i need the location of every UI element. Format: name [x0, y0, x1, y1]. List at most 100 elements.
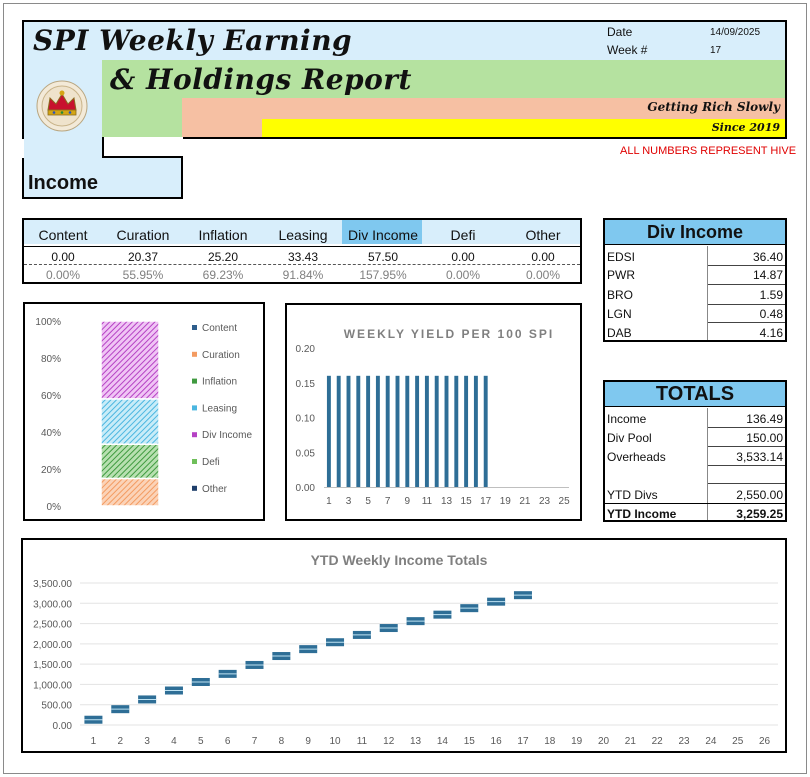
chart3-x-tick: 9: [305, 736, 311, 747]
chart3-x-tick: 16: [491, 736, 503, 747]
chart1-segment-div-income: [100, 320, 160, 400]
chart3-y-tick: 0.00: [53, 721, 73, 732]
chart2-x-tick: 5: [365, 496, 371, 507]
chart1-legend-swatch: [192, 459, 197, 464]
chart3-x-tick: 21: [625, 736, 637, 747]
chart3-y-tick: 500.00: [41, 701, 72, 712]
value-div-income: 57.50: [367, 250, 399, 264]
income-table-header-bg: [24, 220, 580, 244]
col-leasing: Leasing: [278, 227, 328, 243]
div-income-column-highlight: [342, 220, 422, 244]
report-title-line2: & Holdings Report: [110, 63, 412, 96]
totals-label-income: Income: [607, 412, 647, 426]
col-div-income: Div Income: [347, 227, 419, 243]
chart1-legend-swatch: [192, 325, 197, 330]
col-other: Other: [525, 227, 561, 243]
percent-defi: 0.00%: [445, 268, 481, 282]
date-label: Date: [607, 25, 633, 39]
totals-row-line: [605, 503, 785, 504]
chart3-x-tick: 6: [225, 736, 231, 747]
chart2-bar-week-14: [454, 375, 459, 487]
div-value-edsi: 36.40: [752, 250, 783, 264]
chart2-x-tick: 19: [500, 496, 512, 507]
chart3-x-tick: 23: [678, 736, 690, 747]
percent-div-income: 157.95%: [359, 268, 407, 282]
totals-value-ytd-divs: 2,550.00: [736, 488, 783, 502]
chart2-x-tick: 15: [461, 496, 473, 507]
div-row-line: [708, 284, 785, 285]
chart2-bar-week-3: [346, 375, 351, 487]
value-leasing: 33.43: [287, 250, 319, 264]
value-inflation: 25.20: [207, 250, 239, 264]
chart3-x-tick: 25: [732, 736, 744, 747]
chart2-bar-week-5: [366, 375, 371, 487]
totals-row-line: [708, 465, 785, 466]
chart2-x-tick: 1: [326, 496, 332, 507]
income-section-fill: [24, 158, 181, 197]
chart1-legend-swatch: [192, 351, 197, 357]
chart3-x-tick: 22: [652, 736, 664, 747]
chart2-bar-week-10: [415, 375, 420, 487]
income-table: [22, 218, 582, 284]
chart3-x-tick: 1: [91, 736, 97, 747]
totals-value-ytd-income: 3,259.25: [736, 507, 783, 521]
chart1-legend-label: Leasing: [202, 403, 237, 414]
totals-label-div-pool: Div Pool: [607, 431, 652, 445]
totals-row-line: [708, 427, 785, 428]
div-row-line: [708, 322, 785, 323]
currency-note: ALL NUMBERS REPRESENT HIVE: [620, 145, 797, 157]
div-value-bro: 1.59: [759, 288, 783, 302]
since-label: Since 2019: [711, 121, 780, 134]
col-curation: Curation: [116, 227, 170, 243]
chart1-legend-swatch: [192, 485, 197, 491]
chart2-y-tick: 0.00: [296, 483, 316, 494]
chart2-bar-week-9: [405, 375, 410, 487]
totals-label-overheads: Overheads: [607, 450, 666, 464]
chart3-x-tick: 13: [410, 736, 422, 747]
totals-row-line: [708, 446, 785, 447]
chart3-y-tick: 2,500.00: [33, 620, 72, 631]
div-income-title: Div Income: [605, 220, 785, 244]
div-label-bro: BRO: [607, 288, 634, 302]
percent-content: 0.00%: [45, 268, 81, 282]
div-row-line: [708, 265, 785, 266]
income-mix-chart-frame: 100% 80% 60% 40% 20% 0% Content Curation Inflat…: [23, 302, 265, 521]
chart2-bar-week-7: [385, 375, 390, 487]
chart1-segment-inflation: [100, 443, 160, 480]
chart2-bar-week-8: [395, 375, 400, 487]
income-section-title: Income: [28, 172, 99, 194]
ytd-income-chart-frame: YTD Weekly Income Totals 3,500.00 3,000.0…: [21, 538, 787, 753]
income-mix-chart: 100% 80% 60% 40% 20% 0% Content Curation Inflat…: [35, 317, 252, 513]
totals-table: [603, 380, 787, 522]
chart2-x-tick: 25: [559, 496, 571, 507]
chart3-x-tick: 2: [117, 736, 123, 747]
chart1-y-tick: 100%: [35, 317, 61, 328]
chart3-x-tick: 17: [517, 736, 529, 747]
header-band-green-left: [102, 98, 182, 137]
chart2-bar-week-11: [424, 375, 429, 487]
chart1-y-tick: 40%: [41, 428, 61, 439]
report-title-line1: SPI Weekly Earning: [33, 24, 353, 57]
tagline: Getting Rich Slowly: [647, 100, 780, 114]
div-income-table: [603, 218, 787, 342]
header-band-peach-left: [182, 119, 262, 137]
chart3-x-tick: 7: [252, 736, 258, 747]
income-section-cap: [102, 137, 183, 158]
chart3-x-tick: 3: [144, 736, 150, 747]
chart2-x-tick: 3: [346, 496, 352, 507]
header-band-yellow: [262, 119, 785, 137]
chart3-x-tick: 11: [357, 736, 368, 747]
chart1-legend-label: Div Income: [202, 430, 252, 441]
chart2-y-tick: 0.10: [296, 414, 316, 425]
weekly-yield-chart-frame: WEEKLY YIELD PER 100 SPI 0.20 0.15 0.10 0.0…: [285, 303, 582, 521]
chart3-y-tick: 3,500.00: [33, 579, 72, 590]
div-label-dab: DAB: [607, 326, 632, 340]
div-value-pwr: 14.87: [752, 268, 783, 282]
chart2-bar-week-4: [356, 375, 361, 487]
value-content: 0.00: [51, 250, 75, 264]
chart1-legend-label: Curation: [202, 350, 240, 361]
chart2-bar-week-16: [473, 375, 478, 487]
chart3-y-tick: 1,500.00: [33, 660, 72, 671]
chart2-x-tick: 11: [422, 496, 433, 507]
chart1-segment-curation: [100, 477, 160, 507]
